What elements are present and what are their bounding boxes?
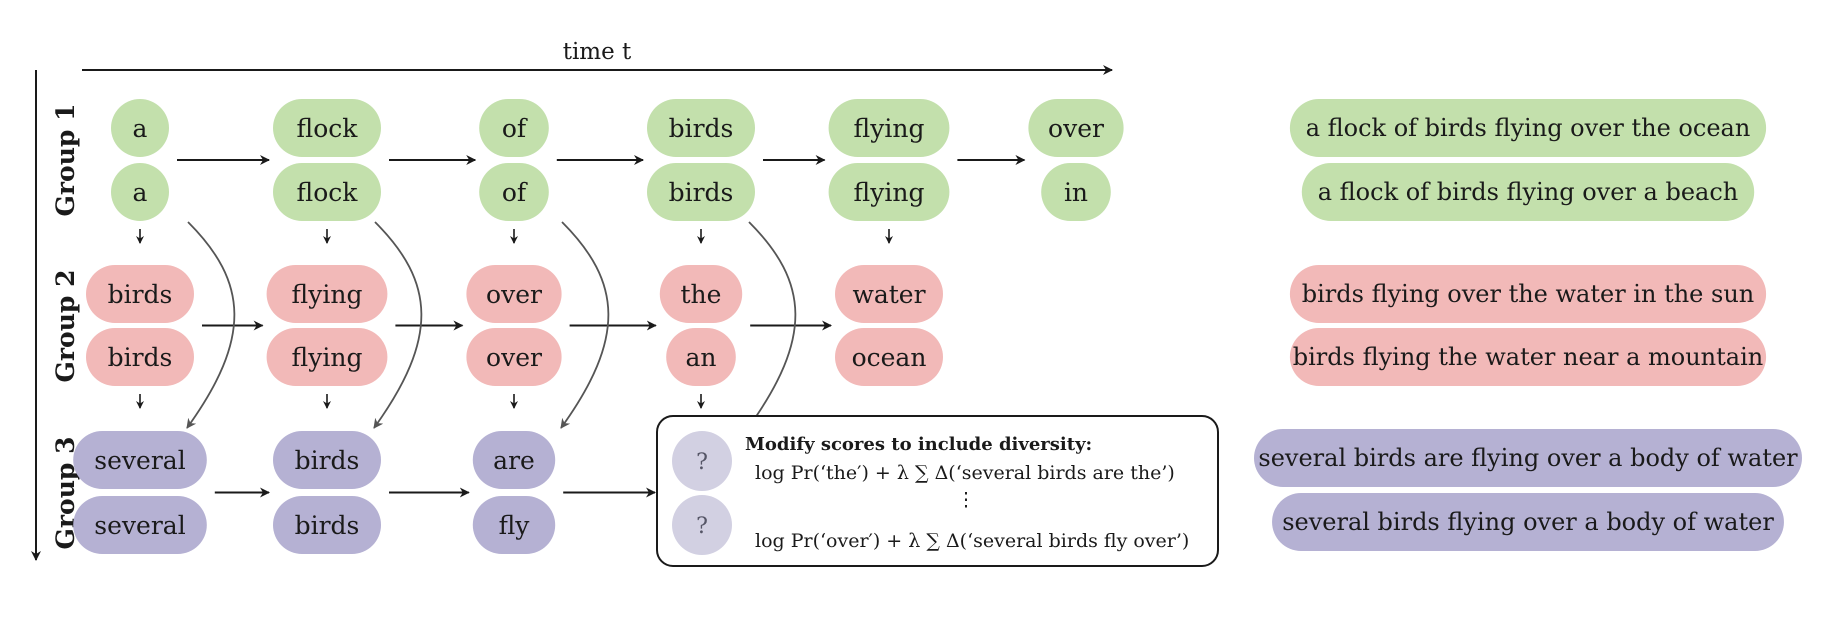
output-pill-g1-2 <box>1301 163 1755 221</box>
diversity-curve-t2 <box>373 221 423 429</box>
token-label-g1-b2-t2: flock <box>297 178 359 207</box>
token-node-g1-b2-t2 <box>273 163 381 221</box>
token-label-g1-b2-t5: flying <box>854 178 925 207</box>
diversity-box-title: Modify scores to include diversity: <box>745 434 1092 455</box>
token-node-g3-b1-t2 <box>273 431 381 489</box>
token-label-g2-b1-t3: over <box>486 280 542 309</box>
token-label-g1-b2-t6: in <box>1064 178 1088 207</box>
token-node-g2-b1-t4 <box>659 265 743 323</box>
token-node-g1-b2-t3 <box>479 163 549 221</box>
token-node-g1-b1-t3 <box>479 99 549 157</box>
token-node-g2-b2-t5 <box>835 328 943 386</box>
diversity-curve-t3 <box>560 221 610 429</box>
output-sentence-g3-2: several birds flying over a body of wate… <box>1282 508 1774 536</box>
token-label-g2-b2-t5: ocean <box>852 343 927 372</box>
token-node-g2-b2-t4 <box>666 328 736 386</box>
token-node-g2-b1-t3 <box>466 265 562 323</box>
token-node-g1-b2-t4 <box>647 163 755 221</box>
token-label-g1-b2-t1: a <box>133 178 148 207</box>
output-pill-g1-1 <box>1289 99 1767 157</box>
token-label-g2-b1-t5: water <box>852 280 925 309</box>
token-node-g1-b1-t6 <box>1028 99 1124 157</box>
token-label-g2-b2-t3: over <box>486 343 542 372</box>
token-label-g1-b1-t5: flying <box>854 114 925 143</box>
token-label-g3-b2-t3: fly <box>499 511 531 540</box>
outputs-layer: a flock of birds flying over the ocean a … <box>1254 99 1802 551</box>
token-node-g1-b1-t4 <box>647 99 755 157</box>
token-node-g2-b1-t2 <box>266 265 388 323</box>
placeholder-node-1 <box>672 431 732 491</box>
token-node-g2-b2-t2 <box>266 328 388 386</box>
token-label-g1-b1-t4: birds <box>669 114 734 143</box>
token-node-g2-b2-t3 <box>466 328 562 386</box>
output-sentence-g2-1: birds flying over the water in the sun <box>1302 280 1754 308</box>
output-pill-g3-1 <box>1254 429 1802 487</box>
token-label-g2-b1-t2: flying <box>292 280 363 309</box>
token-label-g2-b2-t4: an <box>685 343 716 372</box>
output-pill-g3-2 <box>1272 493 1784 551</box>
token-node-g3-b1-t1 <box>73 431 207 489</box>
token-label-g2-b1-t4: the <box>681 280 722 309</box>
token-label-g1-b2-t3: of <box>502 178 528 207</box>
token-label-g3-b2-t1: several <box>94 511 185 540</box>
placeholder-symbol-2: ? <box>696 514 708 539</box>
token-label-g3-b1-t2: birds <box>295 446 360 475</box>
token-node-g3-b2-t2 <box>273 496 381 554</box>
output-sentence-g1-1: a flock of birds flying over the ocean <box>1306 114 1751 142</box>
token-node-g3-b1-t3 <box>472 431 556 489</box>
output-sentence-g2-2: birds flying the water near a mountain <box>1293 343 1763 371</box>
diversity-box-frame <box>656 415 1219 567</box>
token-label-g1-b2-t4: birds <box>669 178 734 207</box>
group-label-1: Group 1 <box>51 104 80 217</box>
token-node-g2-b1-t5 <box>835 265 943 323</box>
placeholder-symbol-1: ? <box>696 450 708 475</box>
output-pill-g2-1 <box>1289 265 1767 323</box>
group-label-2: Group 2 <box>51 270 80 383</box>
diversity-curve-t1 <box>186 221 236 429</box>
token-label-g3-b1-t1: several <box>94 446 185 475</box>
token-label-g2-b2-t1: birds <box>108 343 173 372</box>
token-node-g1-b2-t5 <box>828 163 950 221</box>
token-node-g2-b1-t1 <box>86 265 194 323</box>
token-label-g3-b2-t2: birds <box>295 511 360 540</box>
diversity-formula-2: log Pr(‘over′) + λ ∑ Δ(‘several birds fl… <box>755 530 1189 552</box>
time-axis-label: time t <box>563 39 632 65</box>
diversity-curve-t4 <box>747 221 797 429</box>
edges-layer <box>136 155 1026 498</box>
token-label-g2-b2-t2: flying <box>292 343 363 372</box>
token-node-g1-b1-t1 <box>111 99 169 157</box>
diversity-ellipsis: ⋮ <box>957 489 976 511</box>
diversity-box: ? ? Modify scores to include diversity: … <box>656 415 1219 567</box>
token-label-g3-b1-t3: are <box>493 446 535 475</box>
token-label-g1-b1-t2: flock <box>297 114 359 143</box>
output-sentence-g3-1: several birds are flying over a body of … <box>1258 444 1798 472</box>
token-node-g3-b2-t3 <box>472 496 556 554</box>
token-node-g1-b2-t1 <box>111 163 169 221</box>
output-pill-g2-2 <box>1289 328 1767 386</box>
token-node-g2-b2-t1 <box>86 328 194 386</box>
token-node-g3-b2-t1 <box>73 496 207 554</box>
token-label-g1-b1-t1: a <box>133 114 148 143</box>
token-label-g2-b1-t1: birds <box>108 280 173 309</box>
token-node-g1-b1-t2 <box>273 99 381 157</box>
output-sentence-g1-2: a flock of birds flying over a beach <box>1318 178 1739 206</box>
diversity-formula-1: log Pr(‘the′) + λ ∑ Δ(‘several birds are… <box>755 462 1175 484</box>
token-label-g1-b1-t3: of <box>502 114 528 143</box>
token-label-g1-b1-t6: over <box>1048 114 1104 143</box>
placeholder-node-2 <box>672 495 732 555</box>
token-node-g1-b1-t5 <box>828 99 950 157</box>
token-node-g1-b2-t6 <box>1041 163 1111 221</box>
